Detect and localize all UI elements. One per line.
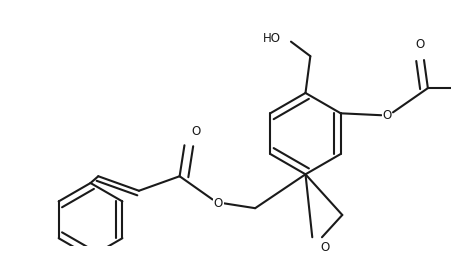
Text: O: O	[320, 241, 329, 254]
Text: O: O	[382, 109, 392, 122]
Text: O: O	[415, 38, 425, 51]
Text: O: O	[214, 197, 223, 210]
Text: HO: HO	[263, 32, 281, 45]
Text: O: O	[191, 125, 201, 138]
